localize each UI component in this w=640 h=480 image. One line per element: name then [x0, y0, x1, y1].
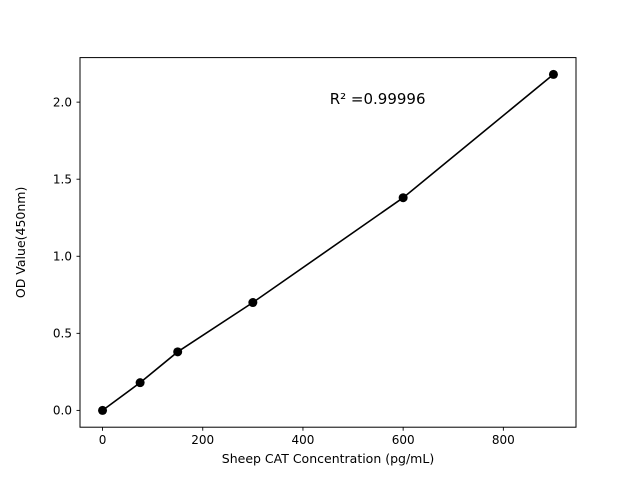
data-point: [135, 378, 145, 388]
data-series: [98, 69, 558, 415]
y-tick-label: 2.0: [53, 95, 72, 109]
axes-box: [79, 57, 577, 428]
x-tick-label: 600: [392, 433, 415, 447]
x-tick-label: 400: [291, 433, 314, 447]
y-tick-label: 0.5: [53, 327, 72, 341]
plot-frame: [79, 57, 577, 428]
data-point: [98, 405, 108, 415]
axis-ticks: 0 200 400 600 800 0.0 0.5 1.0 1.5 2.0: [53, 95, 515, 447]
x-tick-label: 0: [99, 433, 107, 447]
y-tick-label: 0.0: [53, 404, 72, 418]
data-point: [398, 193, 408, 203]
x-tick-label: 200: [191, 433, 214, 447]
x-axis-label: Sheep CAT Concentration (pg/mL): [222, 451, 434, 466]
x-tick-label: 800: [492, 433, 515, 447]
y-tick-label: 1.5: [53, 172, 72, 186]
data-point: [548, 69, 558, 79]
fit-line: [102, 73, 554, 412]
data-point: [248, 298, 258, 308]
y-axis-label: OD Value(450nm): [13, 187, 28, 298]
data-point: [173, 347, 183, 357]
r-squared-annotation: R² =0.99996: [330, 90, 426, 108]
y-tick-label: 1.0: [53, 249, 72, 263]
